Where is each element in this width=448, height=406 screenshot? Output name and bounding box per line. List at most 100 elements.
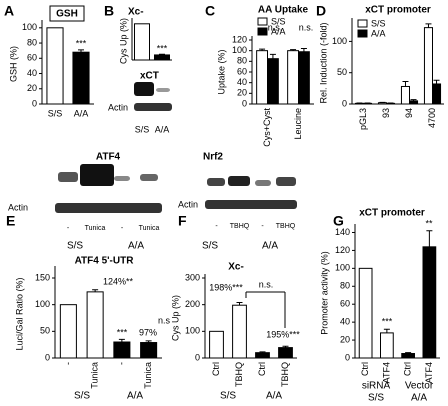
blot-band	[205, 200, 297, 209]
y-axis-label: Promoter activity (%)	[319, 251, 329, 335]
bar	[400, 85, 411, 105]
annotation: n.s.	[299, 22, 314, 32]
y-tick-label: 20	[237, 88, 247, 98]
legend-label: A/A	[371, 28, 386, 38]
error-bar	[92, 289, 99, 292]
group-label: S/S	[220, 391, 236, 402]
bar	[298, 51, 310, 105]
error-bar	[425, 23, 432, 28]
bar	[432, 83, 442, 105]
annotation: 195%***	[266, 329, 300, 339]
y-tick-label: 120	[232, 34, 247, 44]
x-tick-label: 4700	[427, 108, 437, 128]
y-axis-label: GSH (%)	[8, 46, 18, 82]
error-bar	[402, 80, 409, 87]
bar	[377, 102, 388, 105]
lane-label: -	[121, 225, 124, 232]
y-tick-label: 0	[345, 352, 350, 362]
blot-group-label: A/A	[262, 241, 278, 252]
lane-label: -	[67, 225, 70, 232]
y-tick-label: 100	[335, 263, 350, 273]
y-tick-label: 140	[335, 227, 350, 237]
annotation: 97%	[139, 327, 157, 337]
y-axis-label: Uptake (%)	[216, 49, 226, 94]
blot-band	[228, 176, 250, 186]
y-tick-label: 100	[332, 36, 347, 46]
blot-band	[55, 203, 162, 213]
x-tick-label: Cys+Cyst	[262, 108, 272, 147]
annotation: n.s.	[259, 279, 274, 289]
blot-band	[156, 88, 170, 92]
blot-band	[134, 103, 172, 111]
legend-swatch	[257, 17, 268, 26]
blot-band	[134, 82, 154, 96]
legend-label: S/S	[271, 16, 286, 26]
blot-label: Actin	[8, 202, 28, 212]
annotation: ***	[117, 327, 128, 337]
x-tick-label: Ctrl	[211, 362, 221, 376]
error-bar	[282, 345, 289, 348]
blot-band	[255, 180, 271, 186]
group-label: siRNA	[362, 381, 391, 392]
group-label: A/A	[266, 391, 282, 402]
y-tick-label: 0	[195, 352, 200, 362]
group-label: A/A	[127, 391, 143, 402]
annotation: 124%**	[103, 276, 134, 286]
lane-label: -	[215, 223, 218, 230]
bar	[422, 246, 437, 359]
error-bar	[405, 352, 412, 354]
blot-label: ATF4	[96, 152, 121, 163]
x-tick-label: pGL3	[358, 108, 368, 130]
x-tick-label: TBHQ	[234, 362, 244, 387]
group-label: S/S	[368, 393, 384, 404]
error-bar	[236, 302, 243, 306]
chart-title: xCT promoter	[359, 208, 425, 219]
y-tick-label: 0	[242, 98, 247, 108]
annotation: **	[425, 218, 433, 228]
x-tick-label: 94	[404, 108, 414, 118]
bar	[256, 50, 268, 105]
y-tick-label: 60	[340, 299, 350, 309]
error-bar	[290, 49, 297, 51]
lane-label: TBHQ	[276, 223, 296, 230]
x-tick-label: 93	[381, 108, 391, 118]
y-tick-label: 50	[337, 67, 347, 77]
x-tick-label: -	[116, 362, 126, 365]
panel-letter: D	[316, 3, 326, 19]
group-label: Vector	[405, 381, 434, 392]
bar	[278, 347, 293, 359]
bar	[86, 291, 104, 359]
annotation: 198%***	[209, 282, 243, 292]
bar	[209, 330, 224, 359]
annotation: ***	[76, 38, 87, 48]
y-tick-label: 20	[27, 83, 37, 93]
bar	[358, 267, 373, 359]
bar	[232, 304, 247, 359]
bar	[46, 27, 64, 105]
blot-group-label: S/S	[202, 241, 218, 252]
y-tick-label: 120	[335, 245, 350, 255]
error-bar	[300, 48, 307, 52]
bar	[113, 341, 131, 359]
bar	[140, 342, 158, 359]
lane-label: Tunica	[85, 225, 106, 232]
blot-label: Nrf2	[203, 152, 223, 163]
y-tick-label: 0	[45, 352, 50, 362]
error-bar	[118, 338, 125, 342]
bar	[401, 353, 415, 359]
error-bar	[426, 230, 433, 247]
bar	[287, 50, 299, 105]
x-tick-label: Ctrl	[403, 362, 413, 376]
y-axis-label: Luci/Gal Ratio (%)	[14, 277, 24, 350]
legend-swatch	[357, 19, 368, 28]
y-tick-label: 40	[340, 317, 350, 327]
y-tick-label: 80	[27, 37, 37, 47]
chart-title: xCT promoter	[365, 5, 431, 16]
x-tick-label: ATF4	[424, 362, 434, 383]
x-tick-label: A/A	[74, 108, 89, 118]
y-tick-label: 100	[232, 45, 247, 55]
y-tick-label: 300	[185, 272, 200, 282]
error-bar	[383, 328, 390, 333]
panel-letter: G	[333, 213, 344, 229]
